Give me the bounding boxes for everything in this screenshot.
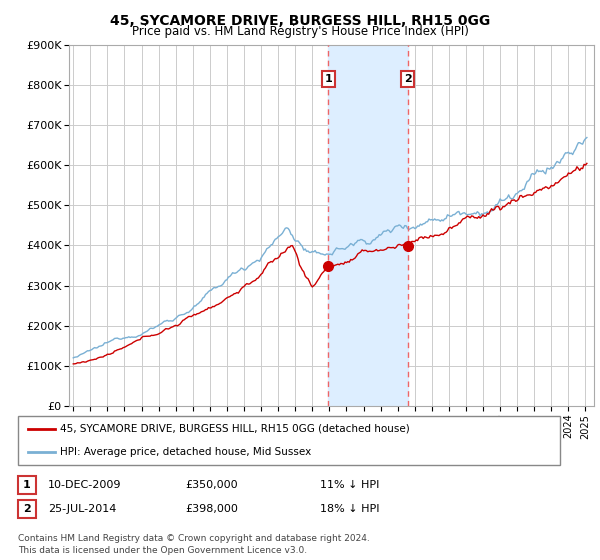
Text: 2: 2 <box>23 504 31 514</box>
Bar <box>18 500 36 518</box>
Text: 18% ↓ HPI: 18% ↓ HPI <box>320 504 380 514</box>
Text: 2: 2 <box>404 74 412 84</box>
Bar <box>18 416 560 465</box>
Text: HPI: Average price, detached house, Mid Sussex: HPI: Average price, detached house, Mid … <box>60 447 311 458</box>
Text: £350,000: £350,000 <box>185 480 238 491</box>
Text: 45, SYCAMORE DRIVE, BURGESS HILL, RH15 0GG (detached house): 45, SYCAMORE DRIVE, BURGESS HILL, RH15 0… <box>60 423 410 433</box>
Text: 25-JUL-2014: 25-JUL-2014 <box>48 504 116 514</box>
Text: 45, SYCAMORE DRIVE, BURGESS HILL, RH15 0GG: 45, SYCAMORE DRIVE, BURGESS HILL, RH15 0… <box>110 14 490 28</box>
Text: This data is licensed under the Open Government Licence v3.0.: This data is licensed under the Open Gov… <box>18 545 307 554</box>
Text: Price paid vs. HM Land Registry's House Price Index (HPI): Price paid vs. HM Land Registry's House … <box>131 25 469 38</box>
Text: 1: 1 <box>23 480 31 491</box>
Text: 10-DEC-2009: 10-DEC-2009 <box>48 480 121 491</box>
Text: £398,000: £398,000 <box>185 504 238 514</box>
Text: 11% ↓ HPI: 11% ↓ HPI <box>320 480 379 491</box>
Bar <box>18 477 36 494</box>
Text: Contains HM Land Registry data © Crown copyright and database right 2024.: Contains HM Land Registry data © Crown c… <box>18 534 370 543</box>
Bar <box>328 45 407 406</box>
Text: 1: 1 <box>325 74 332 84</box>
